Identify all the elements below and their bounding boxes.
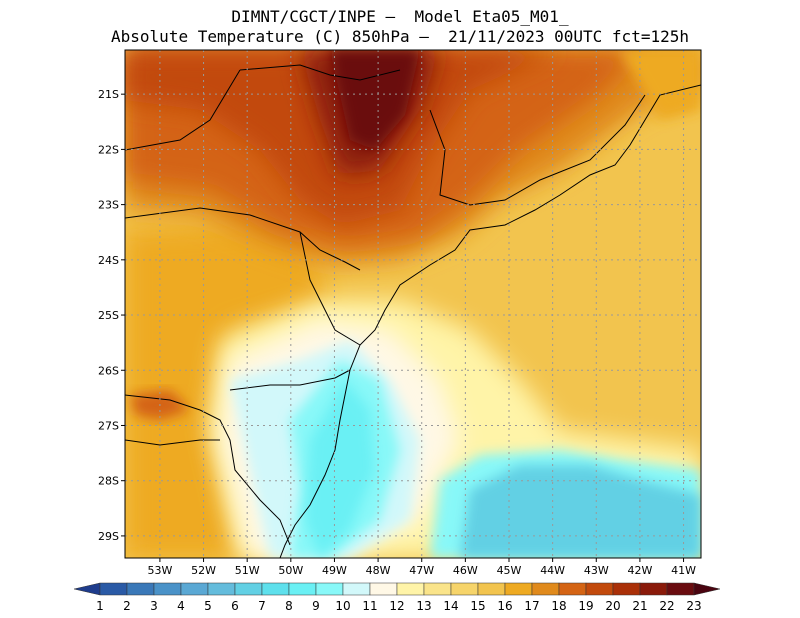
colorbar-label: 9 xyxy=(312,599,320,613)
plot-frame xyxy=(124,49,702,559)
field-orange-west xyxy=(125,220,330,558)
colorbar-swatch xyxy=(153,582,182,596)
colorbar-label: 2 xyxy=(123,599,131,613)
colorbar-swatch xyxy=(207,582,236,596)
colorbar-swatch xyxy=(477,582,506,596)
colorbar-swatch xyxy=(639,582,668,596)
colorbar: 1 2 3 4 5 6 7 8 9 10 11 12 13 14 15 16 17 18 19 20 21 22 23 xyxy=(73,582,721,613)
colorbar-label: 11 xyxy=(362,599,377,613)
colorbar-label: 19 xyxy=(578,599,593,613)
x-tick-label: 45W xyxy=(497,564,522,577)
state-border-4 xyxy=(125,394,291,546)
colorbar-swatch xyxy=(558,582,587,596)
colorbar-label: 22 xyxy=(659,599,674,613)
colorbar-label: 6 xyxy=(231,599,239,613)
colorbar-swatch xyxy=(315,582,344,596)
colorbar-swatch xyxy=(585,582,614,596)
colorbar-label: 15 xyxy=(470,599,485,613)
state-border-6 xyxy=(125,69,241,151)
colorbar-swatch xyxy=(666,582,695,596)
colorbar-label: 7 xyxy=(258,599,266,613)
y-tick-label: 28S xyxy=(98,475,119,488)
colorbar-label: 8 xyxy=(285,599,293,613)
x-tick-label: 46W xyxy=(453,564,478,577)
colorbar-swatch xyxy=(342,582,371,596)
colorbar-label: 23 xyxy=(686,599,701,613)
x-tick-label: 44W xyxy=(540,564,565,577)
colorbar-label: 10 xyxy=(335,599,350,613)
colorbar-label: 13 xyxy=(416,599,431,613)
y-tick-label: 21S xyxy=(98,88,119,101)
field-offshore-core xyxy=(460,465,701,558)
y-tick-label: 24S xyxy=(98,254,119,267)
y-tick-label: 27S xyxy=(98,419,119,432)
x-tick-label: 43W xyxy=(584,564,609,577)
colorbar-label: 3 xyxy=(150,599,158,613)
y-tick-label: 26S xyxy=(98,364,119,377)
colorbar-swatch xyxy=(99,582,128,596)
x-tick-label: 50W xyxy=(278,564,303,577)
colorbar-swatch xyxy=(531,582,560,596)
x-tick-label: 51W xyxy=(235,564,260,577)
colorbar-swatch xyxy=(126,582,155,596)
x-tick-label: 49W xyxy=(322,564,347,577)
state-border-7 xyxy=(429,94,646,206)
colorbar-label: 17 xyxy=(524,599,539,613)
colorbar-swatch xyxy=(288,582,317,596)
x-tick-label: 48W xyxy=(366,564,391,577)
colorbar-label: 12 xyxy=(389,599,404,613)
colorbar-label: 5 xyxy=(204,599,212,613)
y-tick-label: 25S xyxy=(98,309,119,322)
colorbar-swatch xyxy=(504,582,533,596)
field-cyan-core xyxy=(305,380,375,558)
colorbar-label: 14 xyxy=(443,599,458,613)
coastline xyxy=(279,84,701,558)
colorbar-swatch xyxy=(450,582,479,596)
y-tick-label: 22S xyxy=(98,143,119,156)
colorbar-over-triangle xyxy=(693,582,721,596)
colorbar-swatch xyxy=(612,582,641,596)
colorbar-swatch xyxy=(396,582,425,596)
state-border-5 xyxy=(239,64,401,81)
x-tick-label: 41W xyxy=(671,564,696,577)
state-border-8 xyxy=(125,439,220,446)
state-border-3 xyxy=(229,369,351,391)
colorbar-swatch xyxy=(423,582,452,596)
colorbar-swatch xyxy=(180,582,209,596)
y-tick-label: 23S xyxy=(98,199,119,212)
colorbar-under-triangle xyxy=(73,582,101,596)
y-axis: 21S 22S 23S 24S 25S 26S 27S 28S 29S xyxy=(98,88,125,543)
temperature-field xyxy=(125,50,701,558)
x-tick-label: 42W xyxy=(627,564,652,577)
field-east-orange xyxy=(620,50,701,120)
colorbar-label: 16 xyxy=(497,599,512,613)
colorbar-label: 18 xyxy=(551,599,566,613)
colorbar-label: 1 xyxy=(96,599,104,613)
x-tick-label: 52W xyxy=(191,564,216,577)
grid-lines xyxy=(125,50,701,558)
x-tick-label: 53W xyxy=(147,564,172,577)
colorbar-label: 4 xyxy=(177,599,185,613)
colorbar-swatch xyxy=(261,582,290,596)
y-tick-label: 29S xyxy=(98,530,119,543)
colorbar-swatch xyxy=(234,582,263,596)
chart-title-line1: DIMNT/CGCT/INPE – Model Eta05_M01_ xyxy=(231,7,569,26)
colorbar-label: 21 xyxy=(632,599,647,613)
field-hottest-core xyxy=(330,50,420,150)
colorbar-swatch xyxy=(369,582,398,596)
x-axis: 53W 52W 51W 50W 49W 48W 47W 46W 45W 44W 43W 42W 41W xyxy=(147,558,696,577)
state-border-2 xyxy=(299,231,361,346)
coast-and-borders xyxy=(125,64,701,558)
x-tick-label: 47W xyxy=(409,564,434,577)
chart-title-line2: Absolute Temperature (C) 850hPa – 21/11/… xyxy=(111,27,689,46)
colorbar-label: 20 xyxy=(605,599,620,613)
